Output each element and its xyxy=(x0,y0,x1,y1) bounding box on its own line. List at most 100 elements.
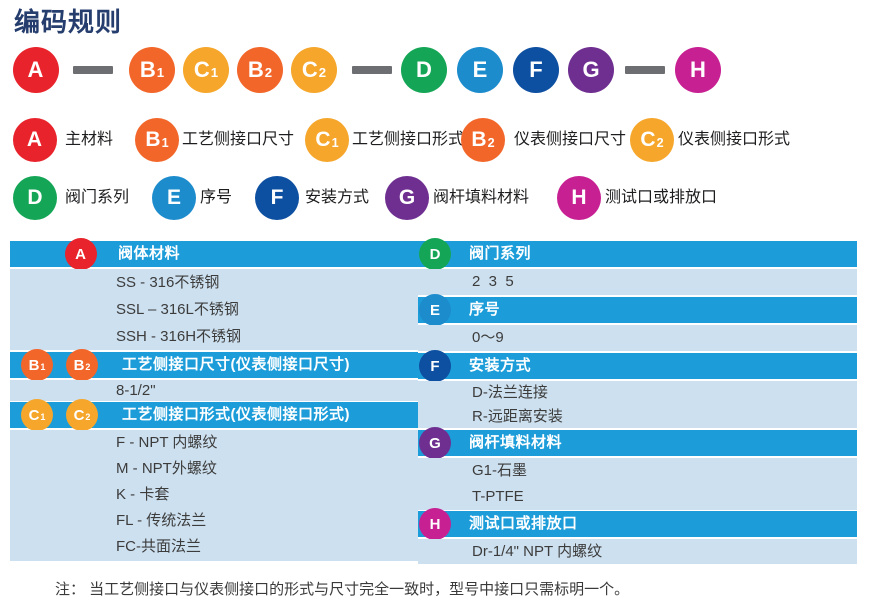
page-title: 编码规则 xyxy=(14,7,123,37)
circle-letter: E xyxy=(166,186,181,209)
circle-letter: B xyxy=(145,128,161,151)
legend-label-b2: 仪表侧接口尺寸 xyxy=(514,131,627,148)
table-row: FL - 传统法兰 xyxy=(116,512,207,529)
circle-letter: D xyxy=(416,57,432,82)
circle-letter: B xyxy=(471,128,487,151)
legend-label-c2: 仪表侧接口形式 xyxy=(678,131,791,148)
legend-circle-a: A xyxy=(13,118,57,162)
section-header-label-h: 测试口或排放口 xyxy=(469,515,578,532)
legend-label-d: 阀门系列 xyxy=(65,189,130,206)
circle-subscript: 2 xyxy=(656,135,664,150)
section-badge-g: G xyxy=(419,427,451,459)
section-rows-b: 8-1/2" xyxy=(10,380,418,401)
section-header-e: E 序号 xyxy=(418,294,857,326)
circle-letter: C xyxy=(640,128,656,151)
table-row: G1-石墨 xyxy=(472,462,528,479)
circle-letter: C xyxy=(315,128,331,151)
legend-label-e: 序号 xyxy=(200,189,233,206)
table-row: FC-共面法兰 xyxy=(116,538,201,555)
legend-circle-e: E xyxy=(152,176,196,220)
legend-circle-g: G xyxy=(385,176,429,220)
table-right-column: D 阀门系列 2 3 5 E 序号 0～9 F 安装方式 D-法兰连接 R-远距… xyxy=(418,238,857,565)
code-circle-h: H xyxy=(675,47,721,93)
circle-letter: F xyxy=(529,57,543,82)
circle-letter: C xyxy=(73,406,85,424)
section-header-label-a: 阀体材料 xyxy=(118,245,181,262)
table-row: K - 卡套 xyxy=(116,486,170,503)
section-badge-f: F xyxy=(419,350,451,382)
legend-label-g: 阀杆填料材料 xyxy=(433,189,530,206)
dash-separator-2 xyxy=(352,66,392,74)
circle-letter: B xyxy=(73,356,85,374)
circle-letter: C xyxy=(193,57,210,82)
table-row: T-PTFE xyxy=(472,488,524,505)
circle-letter: H xyxy=(429,515,441,533)
section-badge-d: D xyxy=(419,238,451,270)
table-row: R-远距离安装 xyxy=(472,407,563,425)
circle-letter: D xyxy=(429,245,441,263)
circle-subscript: 1 xyxy=(40,411,46,422)
circle-letter: C xyxy=(301,57,318,82)
section-rows-e: 0～9 xyxy=(418,325,857,351)
circle-letter: B xyxy=(139,57,156,82)
table-row: D-法兰连接 xyxy=(472,384,548,401)
circle-letter: D xyxy=(27,186,43,209)
circle-letter: A xyxy=(26,128,43,151)
code-circle-a: A xyxy=(13,47,59,93)
legend-label-h: 测试口或排放口 xyxy=(605,189,718,206)
circle-letter: B xyxy=(28,356,40,374)
code-circle-d: D xyxy=(401,47,447,93)
circle-letter: G xyxy=(582,57,600,82)
section-header-f: F 安装方式 xyxy=(418,350,857,382)
legend-circle-f: F xyxy=(255,176,299,220)
section-header-label-f: 安装方式 xyxy=(469,357,532,374)
section-rows-d: 2 3 5 xyxy=(418,269,857,295)
table-row: SS - 316不锈钢 xyxy=(116,274,220,291)
table-row: Dr-1/4" NPT 内螺纹 xyxy=(472,543,603,560)
code-circle-g: G xyxy=(568,47,614,93)
circle-subscript: 2 xyxy=(318,65,327,81)
legend-label-a: 主材料 xyxy=(65,131,114,148)
table-row: SSH - 316H不锈钢 xyxy=(116,328,242,345)
section-rows-f: D-法兰连接 R-远距离安装 xyxy=(418,381,857,428)
circle-subscript: 1 xyxy=(40,361,46,372)
circle-subscript: 2 xyxy=(85,411,91,422)
section-rows-h: Dr-1/4" NPT 内螺纹 xyxy=(418,539,857,564)
circle-subscript: 1 xyxy=(161,135,169,150)
circle-letter: B xyxy=(247,57,264,82)
table-left-column: A 阀体材料 SS - 316不锈钢 SSL – 316L不锈钢 SSH - 3… xyxy=(10,238,418,565)
code-circle-f: F xyxy=(513,47,559,93)
circle-subscript: 1 xyxy=(210,65,219,81)
legend-label-b1: 工艺侧接口尺寸 xyxy=(182,131,295,148)
legend-row-2: D 阀门系列 E 序号 F 安装方式 G 阀杆填料材料 H 测试口或排放口 xyxy=(13,176,863,220)
table-row: 0～9 xyxy=(472,329,504,346)
circle-letter: H xyxy=(571,186,587,209)
section-badge-e: E xyxy=(419,294,451,326)
circle-letter: A xyxy=(27,57,44,82)
section-header-label-b: 工艺侧接口尺寸(仪表侧接口尺寸) xyxy=(122,356,350,373)
section-header-d: D 阀门系列 xyxy=(418,238,857,270)
section-header-h: H 测试口或排放口 xyxy=(418,508,857,540)
circle-subscript: 2 xyxy=(264,65,273,81)
section-rows-a: SS - 316不锈钢 SSL – 316L不锈钢 SSH - 316H不锈钢 xyxy=(10,269,418,350)
table-row: 8-1/2" xyxy=(116,382,156,399)
circle-letter: C xyxy=(28,406,40,424)
section-header-label-g: 阀杆填料材料 xyxy=(469,434,563,451)
section-badge-h: H xyxy=(419,508,451,540)
note-text: 注： 当工艺侧接口与仪表侧接口的形式与尺寸完全一致时，型号中接口只需标明一个。 xyxy=(55,581,630,598)
circle-letter: E xyxy=(429,301,440,319)
